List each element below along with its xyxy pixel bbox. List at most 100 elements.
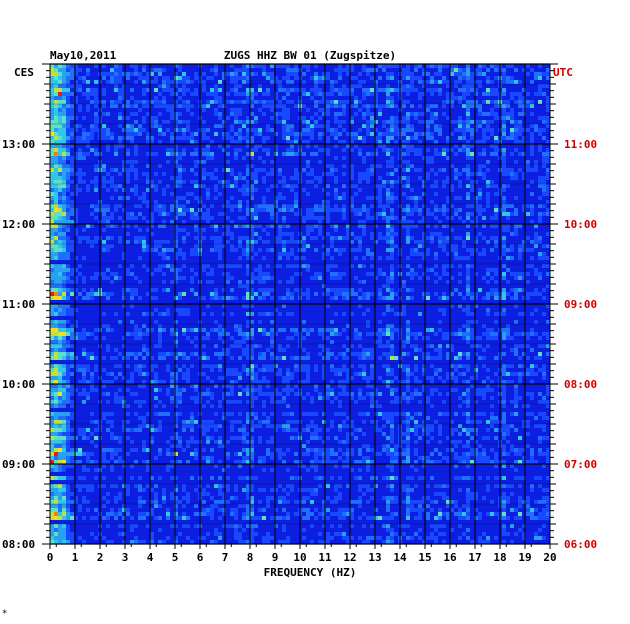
- spectrogram-cell: [526, 412, 530, 416]
- spectrogram-cell: [106, 148, 110, 152]
- spectrogram-cell: [106, 220, 110, 224]
- spectrogram-cell: [542, 136, 546, 140]
- spectrogram-cell: [54, 296, 58, 300]
- spectrogram-cell: [242, 188, 246, 192]
- spectrogram-cell: [458, 356, 462, 360]
- spectrogram-cell: [506, 292, 510, 296]
- spectrogram-cell: [466, 100, 470, 104]
- spectrogram-cell: [126, 272, 130, 276]
- spectrogram-cell: [226, 92, 230, 96]
- spectrogram-cell: [294, 64, 298, 68]
- spectrogram-cell: [486, 332, 490, 336]
- spectrogram-cell: [342, 172, 346, 176]
- spectrogram-cell: [94, 420, 98, 424]
- spectrogram-cell: [406, 152, 410, 156]
- spectrogram-cell: [334, 176, 338, 180]
- spectrogram-cell: [502, 124, 506, 128]
- spectrogram-cell: [350, 136, 354, 140]
- spectrogram-cell: [370, 272, 374, 276]
- spectrogram-cell: [410, 136, 414, 140]
- spectrogram-cell: [206, 128, 210, 132]
- spectrogram-cell: [202, 152, 206, 156]
- spectrogram-cell: [386, 236, 390, 240]
- spectrogram-cell: [446, 264, 450, 268]
- spectrogram-cell: [174, 376, 178, 380]
- spectrogram-cell: [66, 228, 70, 232]
- spectrogram-cell: [310, 96, 314, 100]
- spectrogram-cell: [494, 88, 498, 92]
- spectrogram-cell: [486, 428, 490, 432]
- spectrogram-cell: [382, 328, 386, 332]
- spectrogram-cell: [174, 136, 178, 140]
- spectrogram-cell: [178, 368, 182, 372]
- spectrogram-cell: [134, 368, 138, 372]
- spectrogram-cell: [278, 312, 282, 316]
- spectrogram-cell: [534, 164, 538, 168]
- spectrogram-cell: [406, 380, 410, 384]
- spectrogram-cell: [50, 396, 54, 400]
- spectrogram-cell: [530, 256, 534, 260]
- spectrogram-cell: [62, 268, 66, 272]
- spectrogram-cell: [406, 164, 410, 168]
- spectrogram-cell: [322, 344, 326, 348]
- spectrogram-cell: [542, 412, 546, 416]
- spectrogram-cell: [286, 152, 290, 156]
- spectrogram-cell: [178, 204, 182, 208]
- spectrogram-cell: [66, 332, 70, 336]
- spectrogram-cell: [278, 88, 282, 92]
- spectrogram-cell: [242, 124, 246, 128]
- spectrogram-cell: [182, 212, 186, 216]
- spectrogram-cell: [314, 384, 318, 388]
- spectrogram-cell: [206, 420, 210, 424]
- spectrogram-cell: [466, 352, 470, 356]
- spectrogram-cell: [50, 376, 54, 380]
- spectrogram-cell: [242, 236, 246, 240]
- spectrogram-cell: [278, 256, 282, 260]
- spectrogram-cell: [378, 256, 382, 260]
- spectrogram-cell: [346, 376, 350, 380]
- spectrogram-cell: [386, 284, 390, 288]
- spectrogram-cell: [190, 396, 194, 400]
- spectrogram-cell: [246, 384, 250, 388]
- spectrogram-cell: [118, 144, 122, 148]
- spectrogram-cell: [314, 64, 318, 68]
- spectrogram-cell: [438, 424, 442, 428]
- spectrogram-cell: [366, 308, 370, 312]
- spectrogram-cell: [74, 216, 78, 220]
- spectrogram-cell: [478, 104, 482, 108]
- spectrogram-cell: [166, 84, 170, 88]
- spectrogram-cell: [470, 212, 474, 216]
- spectrogram-cell: [290, 336, 294, 340]
- spectrogram-cell: [54, 348, 58, 352]
- spectrogram-cell: [454, 380, 458, 384]
- spectrogram-cell: [394, 244, 398, 248]
- spectrogram-cell: [494, 268, 498, 272]
- spectrogram-cell: [70, 268, 74, 272]
- spectrogram-cell: [370, 404, 374, 408]
- spectrogram-cell: [270, 344, 274, 348]
- spectrogram-cell: [150, 68, 154, 72]
- spectrogram-cell: [226, 368, 230, 372]
- spectrogram-cell: [50, 416, 54, 420]
- spectrogram-cell: [86, 92, 90, 96]
- spectrogram-cell: [386, 368, 390, 372]
- spectrogram-cell: [318, 224, 322, 228]
- spectrogram-cell: [542, 176, 546, 180]
- spectrogram-cell: [134, 352, 138, 356]
- spectrogram-cell: [118, 364, 122, 368]
- spectrogram-cell: [270, 392, 274, 396]
- spectrogram-cell: [290, 232, 294, 236]
- spectrogram-cell: [194, 180, 198, 184]
- spectrogram-cell: [166, 148, 170, 152]
- spectrogram-cell: [546, 96, 550, 100]
- spectrogram-cell: [402, 76, 406, 80]
- spectrogram-cell: [110, 80, 114, 84]
- spectrogram-cell: [322, 216, 326, 220]
- spectrogram-cell: [490, 80, 494, 84]
- spectrogram-cell: [330, 104, 334, 108]
- spectrogram-cell: [282, 396, 286, 400]
- spectrogram-cell: [542, 312, 546, 316]
- spectrogram-cell: [226, 232, 230, 236]
- spectrogram-cell: [474, 420, 478, 424]
- spectrogram-cell: [54, 324, 58, 328]
